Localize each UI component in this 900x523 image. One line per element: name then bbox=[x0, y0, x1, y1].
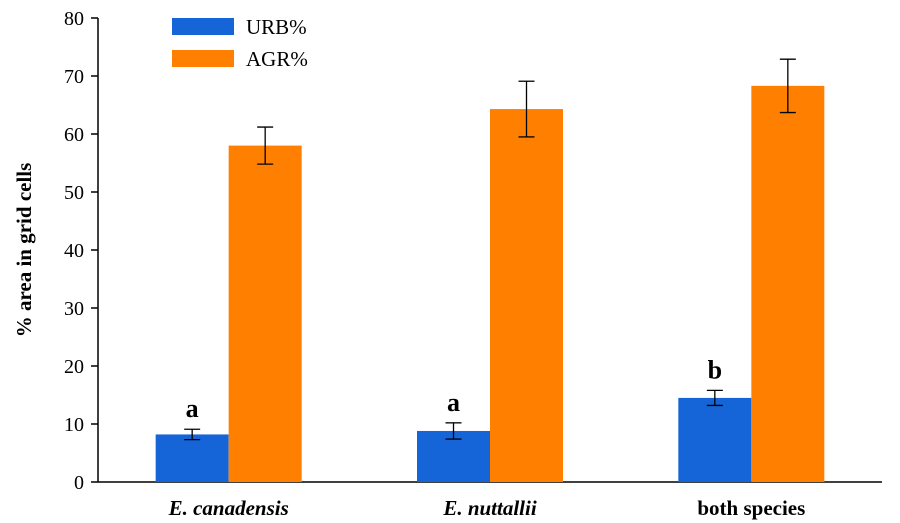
y-tick-label: 0 bbox=[74, 472, 84, 494]
bar-agr-0 bbox=[228, 145, 302, 482]
y-tick-label: 30 bbox=[64, 298, 84, 320]
bar-agr-1 bbox=[490, 109, 563, 482]
y-tick-label: 70 bbox=[64, 66, 84, 88]
significance-letter: a bbox=[186, 394, 199, 423]
y-axis-label: % area in grid cells bbox=[12, 163, 36, 338]
y-tick-label: 40 bbox=[64, 240, 84, 262]
legend-label-0: URB% bbox=[246, 15, 307, 39]
legend-swatch-1 bbox=[172, 50, 234, 67]
x-category-label: E. nuttallii bbox=[442, 496, 537, 520]
bar-agr-2 bbox=[751, 85, 825, 483]
x-category-label: both species bbox=[697, 496, 805, 520]
significance-letter: b bbox=[708, 355, 722, 384]
y-tick-label: 10 bbox=[64, 414, 84, 436]
legend-label-1: AGR% bbox=[246, 47, 308, 71]
legend-swatch-0 bbox=[172, 18, 234, 35]
y-tick-label: 60 bbox=[64, 124, 84, 146]
y-tick-label: 80 bbox=[64, 8, 84, 30]
y-tick-label: 20 bbox=[64, 356, 84, 378]
x-category-label: E. canadensis bbox=[168, 496, 289, 520]
bar-urb-0 bbox=[155, 434, 229, 482]
y-tick-label: 50 bbox=[64, 182, 84, 204]
significance-letter: a bbox=[447, 388, 460, 417]
bar-urb-2 bbox=[678, 397, 752, 482]
